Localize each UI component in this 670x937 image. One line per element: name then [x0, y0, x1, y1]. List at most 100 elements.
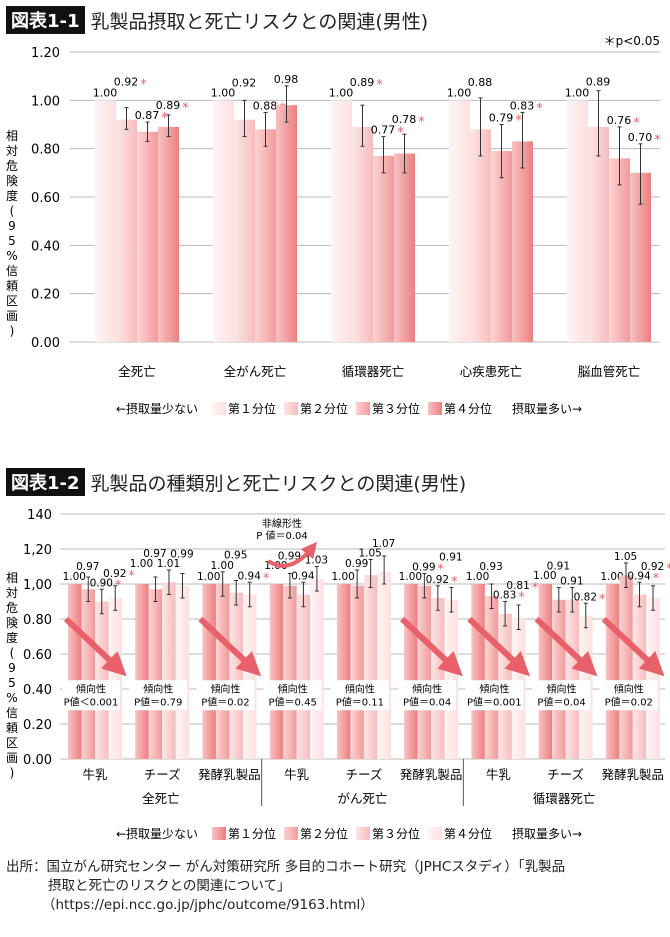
y-axis-label: 危	[6, 159, 18, 173]
legend-swatch	[212, 827, 226, 840]
significance-star: *	[115, 578, 122, 593]
bar	[352, 126, 373, 343]
data-label: 0.92	[641, 561, 664, 573]
trend-box	[330, 680, 389, 711]
trend-arrow	[534, 616, 598, 677]
chart2-badge: 図表1-2	[6, 468, 85, 496]
data-label: 0.79	[489, 112, 514, 125]
bar	[417, 585, 432, 759]
charts-svg: 0.000.200.400.600.801.001.20＊p<0.05相対危険度…	[6, 34, 670, 841]
significance-star: *	[653, 571, 660, 586]
bar	[484, 596, 499, 759]
bar	[552, 599, 566, 759]
data-label: 1.00	[211, 560, 234, 572]
data-label: 0.77	[371, 124, 396, 137]
y-axis-label: 信	[6, 706, 18, 720]
trend-label: 傾向性	[614, 682, 644, 695]
significance-star: *	[666, 562, 670, 577]
data-label: 0.91	[560, 576, 583, 588]
bar	[229, 592, 243, 759]
significance-star: *	[263, 571, 270, 586]
chart2-title-text: 乳製品の種類別と死亡リスクとの関連(男性)	[90, 472, 467, 495]
legend-item: 第３分位	[372, 401, 420, 416]
significance-note: ＊p<0.05	[604, 34, 660, 48]
y-axis-label: 険	[6, 616, 18, 630]
trend-arrow	[400, 616, 463, 677]
legend-swatch	[428, 827, 442, 840]
significance-star: *	[182, 101, 189, 116]
significance-star: *	[128, 569, 135, 584]
source-note: 出所：国立がん研究センター がん対策研究所 多目的コホート研究（JPHCスタディ…	[6, 858, 565, 915]
y-axis-label: 5	[8, 234, 16, 248]
bar	[588, 126, 609, 343]
significance-star: *	[536, 101, 543, 116]
chart1-title-text: 乳製品摂取と死亡リスクとの関連(男性)	[90, 10, 429, 33]
y-tick-label: 1,00	[23, 578, 52, 593]
data-label: 1.00	[600, 571, 623, 583]
trend-arrow	[198, 616, 262, 677]
y-axis-label: 9	[8, 661, 16, 675]
y-axis-label: )	[10, 766, 15, 780]
source-line: （https://epi.ncc.go.jp/jphc/outcome/9163…	[42, 897, 374, 913]
y-axis-label: (	[10, 204, 15, 218]
trend-arrow	[63, 616, 127, 677]
bar	[363, 575, 378, 759]
trend-p-value: P値＝0.04	[537, 695, 585, 708]
bar	[68, 584, 82, 759]
x-tick-label: 発酵乳製品	[602, 767, 665, 782]
trend-arrow	[601, 616, 665, 677]
trend-box	[196, 680, 255, 711]
data-label: 1.00	[447, 86, 472, 99]
y-tick-label: 0.00	[31, 336, 60, 351]
y-axis-label: )	[10, 324, 15, 338]
trend-p-value: P値＝0.04	[403, 695, 451, 708]
y-tick-label: 1.20	[31, 46, 60, 61]
y-tick-label: 0.20	[31, 288, 60, 303]
data-label: 0.88	[253, 99, 277, 112]
y-axis-label: 画	[6, 751, 18, 765]
x-tick-label: 全がん死亡	[224, 364, 287, 379]
x-tick-label: チーズ	[144, 767, 181, 782]
bar	[373, 155, 394, 342]
y-axis-label: 対	[6, 586, 18, 600]
bar	[538, 584, 553, 759]
bar	[175, 585, 190, 759]
trend-label: 傾向性	[143, 682, 173, 695]
bar	[377, 571, 391, 759]
legend-item: 第１分位	[228, 826, 276, 841]
y-axis-label: 信	[6, 264, 18, 278]
data-label: 0.99	[345, 558, 368, 570]
y-axis-label: 危	[6, 601, 18, 615]
legend-item: 第４分位	[444, 401, 492, 416]
bar	[158, 126, 179, 343]
source-line: 摂取と死亡のリスクとの関連について」	[48, 878, 291, 894]
significance-star: *	[633, 116, 640, 131]
chart2-title: 図表1-2 乳製品の種類別と死亡リスクとの関連(男性)	[6, 468, 466, 496]
x-tick-label: 心疾患死亡	[460, 364, 523, 379]
y-axis-label: 頼	[6, 721, 18, 735]
y-tick-label: 0.00	[23, 753, 52, 768]
chart1-badge: 図表1-1	[6, 6, 85, 34]
bar	[404, 584, 418, 759]
data-label: 0.78	[392, 113, 417, 126]
x-tick-label: 発酵乳製品	[400, 767, 463, 782]
data-label: 1.00	[211, 86, 236, 99]
bar	[565, 599, 580, 759]
y-tick-label: 1,20	[23, 543, 52, 558]
legend-swatch	[356, 402, 370, 415]
y-axis-label: %	[6, 249, 17, 263]
x-tick-label: チーズ	[345, 767, 382, 782]
bar	[213, 100, 234, 342]
bar	[296, 594, 311, 759]
bar	[444, 599, 459, 759]
trend-box	[398, 680, 457, 711]
data-label: 1.00	[466, 571, 489, 583]
bar	[95, 100, 116, 342]
data-label: 1.00	[399, 571, 422, 583]
bar	[567, 100, 588, 342]
data-label: 1.00	[63, 571, 86, 583]
bar	[336, 584, 351, 759]
data-label: 1.00	[533, 570, 556, 582]
data-label: 0.88	[468, 76, 493, 89]
data-label: 0.89	[350, 76, 375, 89]
